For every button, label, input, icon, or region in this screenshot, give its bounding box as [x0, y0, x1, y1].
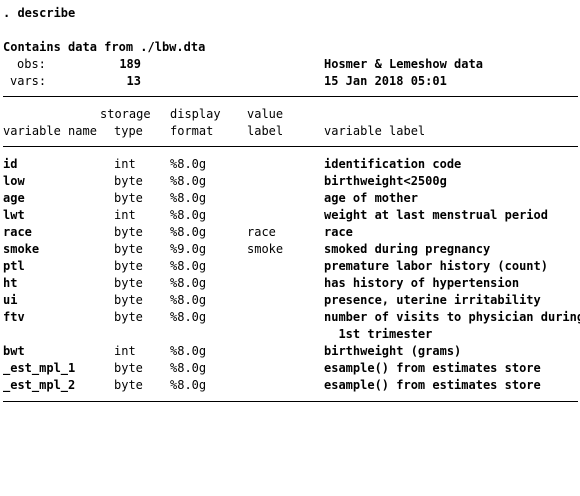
- storage-type: byte: [114, 191, 143, 205]
- variable-name: ftv: [3, 310, 25, 324]
- obs-line: obs: 189 Hosmer & Lemeshow data: [0, 56, 580, 73]
- header-rule: [3, 146, 578, 147]
- variable-name: race: [3, 225, 32, 239]
- variable-label: esample() from estimates store: [324, 378, 541, 392]
- variable-name-header: variable name: [3, 124, 97, 138]
- type-header: type: [114, 124, 143, 138]
- bottom-rule: [3, 401, 578, 402]
- display-header: display: [170, 107, 221, 121]
- storage-type: int: [114, 157, 136, 171]
- obs-label: obs:: [17, 57, 46, 71]
- variable-label: identification code: [324, 157, 462, 171]
- display-format: %8.0g: [170, 378, 207, 392]
- variable-label-header: variable label: [324, 124, 426, 138]
- table-row-continuation: 1st trimester: [0, 326, 580, 343]
- table-row: ptl byte %8.0g premature labor history (…: [0, 258, 580, 275]
- format-header: format: [170, 124, 214, 138]
- variable-name: _est_mpl_2: [3, 378, 76, 392]
- command-text: . describe: [3, 6, 76, 20]
- variable-name: low: [3, 174, 25, 188]
- table-row: _est_mpl_2 byte %8.0g esample() from est…: [0, 377, 580, 394]
- label-header: label: [247, 124, 284, 138]
- obs-value: 189: [119, 57, 141, 71]
- display-format: %8.0g: [170, 157, 207, 171]
- top-rule: [3, 96, 578, 97]
- variable-name: bwt: [3, 344, 25, 358]
- storage-type: byte: [114, 361, 143, 375]
- column-header-top: storage display value: [0, 106, 580, 123]
- variable-label: smoked during pregnancy: [324, 242, 491, 256]
- storage-type: int: [114, 208, 136, 222]
- variable-label: birthweight<2500g: [324, 174, 447, 188]
- table-row: _est_mpl_1 byte %8.0g esample() from est…: [0, 360, 580, 377]
- table-row: ui byte %8.0g presence, uterine irritabi…: [0, 292, 580, 309]
- display-format: %8.0g: [170, 259, 207, 273]
- variable-label: weight at last menstrual period: [324, 208, 548, 222]
- storage-type: byte: [114, 242, 143, 256]
- table-row: id int %8.0g identification code: [0, 156, 580, 173]
- command-line: . describe: [0, 5, 75, 22]
- storage-type: int: [114, 344, 136, 358]
- variable-label: race: [324, 225, 353, 239]
- storage-type: byte: [114, 293, 143, 307]
- value-label: smoke: [247, 242, 284, 256]
- table-row: age byte %8.0g age of mother: [0, 190, 580, 207]
- table-row: smoke byte %9.0g smoke smoked during pre…: [0, 241, 580, 258]
- column-header-bottom: variable name type format label variable…: [0, 123, 580, 140]
- display-format: %8.0g: [170, 225, 207, 239]
- vars-label: vars:: [10, 74, 47, 88]
- display-format: %8.0g: [170, 208, 207, 222]
- value-header: value: [247, 107, 284, 121]
- storage-type: byte: [114, 310, 143, 324]
- table-row: race byte %8.0g race race: [0, 224, 580, 241]
- variable-label: birthweight (grams): [324, 344, 462, 358]
- variable-label: esample() from estimates store: [324, 361, 541, 375]
- storage-type: byte: [114, 174, 143, 188]
- variable-name: ht: [3, 276, 18, 290]
- variable-name: id: [3, 157, 18, 171]
- storage-type: byte: [114, 259, 143, 273]
- variable-label: presence, uterine irritability: [324, 293, 541, 307]
- stata-results-window: . describe Contains data from ./lbw.dta …: [0, 5, 580, 402]
- table-row: low byte %8.0g birthweight<2500g: [0, 173, 580, 190]
- data-label: Hosmer & Lemeshow data: [324, 57, 483, 71]
- variable-label: 1st trimester: [324, 327, 433, 341]
- variable-label: premature labor history (count): [324, 259, 548, 273]
- contains-text: Contains data from ./lbw.dta: [3, 40, 206, 54]
- variable-name: smoke: [3, 242, 40, 256]
- variable-label: has history of hypertension: [324, 276, 520, 290]
- display-format: %8.0g: [170, 361, 207, 375]
- display-format: %8.0g: [170, 310, 207, 324]
- display-format: %8.0g: [170, 174, 207, 188]
- contains-line: Contains data from ./lbw.dta: [0, 39, 205, 56]
- storage-type: byte: [114, 225, 143, 239]
- variable-label: age of mother: [324, 191, 418, 205]
- table-row: ftv byte %8.0g number of visits to physi…: [0, 309, 580, 326]
- variable-name: ptl: [3, 259, 25, 273]
- table-row: ht byte %8.0g has history of hypertensio…: [0, 275, 580, 292]
- value-label: race: [247, 225, 276, 239]
- display-format: %9.0g: [170, 242, 207, 256]
- storage-header: storage: [100, 107, 151, 121]
- variable-name: ui: [3, 293, 18, 307]
- display-format: %8.0g: [170, 344, 207, 358]
- table-row: bwt int %8.0g birthweight (grams): [0, 343, 580, 360]
- variable-name: _est_mpl_1: [3, 361, 76, 375]
- table-row: lwt int %8.0g weight at last menstrual p…: [0, 207, 580, 224]
- display-format: %8.0g: [170, 191, 207, 205]
- variable-name: age: [3, 191, 25, 205]
- vars-value: 13: [126, 74, 141, 88]
- storage-type: byte: [114, 276, 143, 290]
- vars-line: vars: 13 15 Jan 2018 05:01: [0, 73, 580, 90]
- storage-type: byte: [114, 378, 143, 392]
- variable-name: lwt: [3, 208, 25, 222]
- display-format: %8.0g: [170, 293, 207, 307]
- variable-label: number of visits to physician during: [324, 310, 580, 324]
- timestamp: 15 Jan 2018 05:01: [324, 74, 447, 88]
- display-format: %8.0g: [170, 276, 207, 290]
